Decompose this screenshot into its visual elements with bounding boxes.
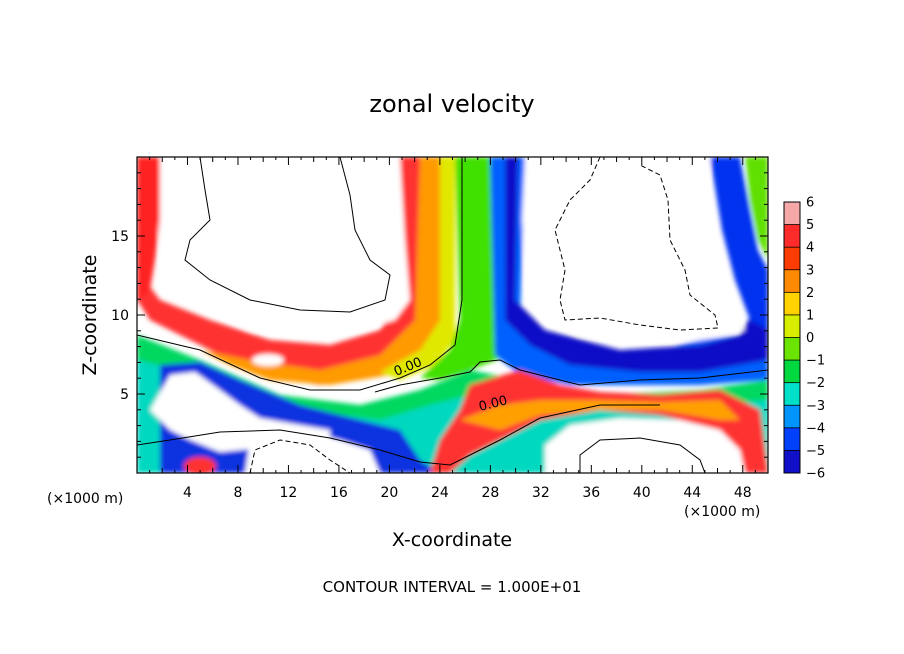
colorbar-label: 0 — [806, 331, 814, 346]
x-tick-label: 20 — [380, 485, 398, 501]
x-unit-right: (×1000 m) — [684, 504, 760, 520]
field-jet-orange — [200, 157, 445, 385]
x-tick-label: 48 — [734, 485, 752, 501]
colorbar-swatch — [784, 224, 800, 248]
colorbar-swatch — [784, 382, 800, 406]
field-jet-red — [137, 157, 440, 385]
colorbar-label: 1 — [806, 308, 814, 323]
colorbar-swatch — [784, 269, 800, 293]
x-tick-label: 16 — [330, 485, 348, 501]
colorbar-label: 3 — [806, 263, 814, 278]
colorbar-label: 4 — [806, 241, 814, 256]
x-axis-title: X-coordinate — [392, 529, 512, 551]
plot-area: 0.00 0.00 — [137, 157, 768, 473]
x-tick-label: 12 — [280, 485, 298, 501]
field-jet-green — [420, 157, 510, 380]
field-white-upper-right — [522, 157, 745, 340]
colorbar-label: −5 — [806, 444, 825, 459]
colorbar-swatch — [784, 314, 800, 338]
field-white-lower-right — [545, 418, 745, 473]
contour-upper-right-dashed — [554, 157, 719, 331]
colorbar-swatch — [784, 360, 800, 383]
colorbar-swatch — [784, 247, 800, 270]
field-left-edge-red — [137, 157, 160, 300]
y-tick-label: 10 — [111, 308, 129, 324]
velocity-field — [137, 157, 768, 473]
chart-title: zonal velocity — [369, 90, 534, 118]
colorbar: 6 5 4 3 2 1 0 −1 −2 −3 −4 −5 −6 — [783, 196, 825, 482]
colorbar-swatch — [784, 337, 800, 361]
field-bottom-left-red — [184, 457, 216, 473]
x-tick-label: 8 — [233, 485, 242, 501]
field-white-blob — [252, 354, 284, 366]
colorbar-label: 2 — [806, 286, 814, 301]
x-tick-label: 24 — [431, 485, 449, 501]
colorbar-swatch — [784, 427, 800, 451]
x-tick-label: 44 — [683, 485, 701, 501]
colorbar-swatch — [784, 292, 800, 315]
contour-zero-bottom — [137, 404, 660, 466]
x-axis: 4 8 12 16 20 24 28 32 36 40 44 48 — [149, 157, 756, 501]
field-white-upper-left — [155, 157, 410, 335]
colorbar-swatch — [784, 450, 800, 473]
y-axis: 5 10 15 — [111, 172, 768, 458]
colorbar-label: 6 — [806, 196, 814, 211]
field-jet-darkblue — [505, 157, 768, 372]
contour-lower-right — [579, 437, 706, 473]
contour-interval-footer: CONTOUR INTERVAL = 1.000E+01 — [323, 578, 582, 596]
field-white-lower-left — [150, 372, 330, 452]
field-lower-right-orange — [460, 400, 740, 430]
colorbar-swatch — [784, 202, 800, 225]
contour-zero-left — [137, 157, 463, 391]
field-jet-yellow — [380, 157, 455, 380]
x-tick-label: 36 — [582, 485, 600, 501]
y-axis-title: Z-coordinate — [79, 255, 101, 376]
x-tick-label: 32 — [532, 485, 550, 501]
colorbar-label: −4 — [806, 421, 825, 436]
x-tick-label: 28 — [481, 485, 499, 501]
y-tick-label: 15 — [111, 229, 129, 245]
x-tick-label: 4 — [183, 485, 192, 501]
contour-upper-left — [184, 157, 391, 313]
y-tick-label: 5 — [120, 387, 129, 403]
x-tick-label: 40 — [633, 485, 651, 501]
colorbar-label: −2 — [806, 376, 825, 391]
contour-lines — [137, 157, 768, 473]
contour-lower-dashed — [249, 439, 351, 473]
field-right-edge-blue — [710, 157, 768, 330]
colorbar-swatch — [784, 405, 800, 428]
colorbar-label: −6 — [806, 467, 825, 482]
colorbar-label: −1 — [806, 354, 825, 369]
field-right-edge-green — [745, 157, 768, 260]
contour-zero-jet — [374, 359, 768, 393]
x-unit-left: (×1000 m) — [47, 491, 123, 507]
colorbar-label: −3 — [806, 399, 825, 414]
contour-label-2: 0.00 — [477, 393, 509, 415]
colorbar-label: 5 — [806, 218, 814, 233]
field-lower-right-warm — [430, 370, 768, 473]
